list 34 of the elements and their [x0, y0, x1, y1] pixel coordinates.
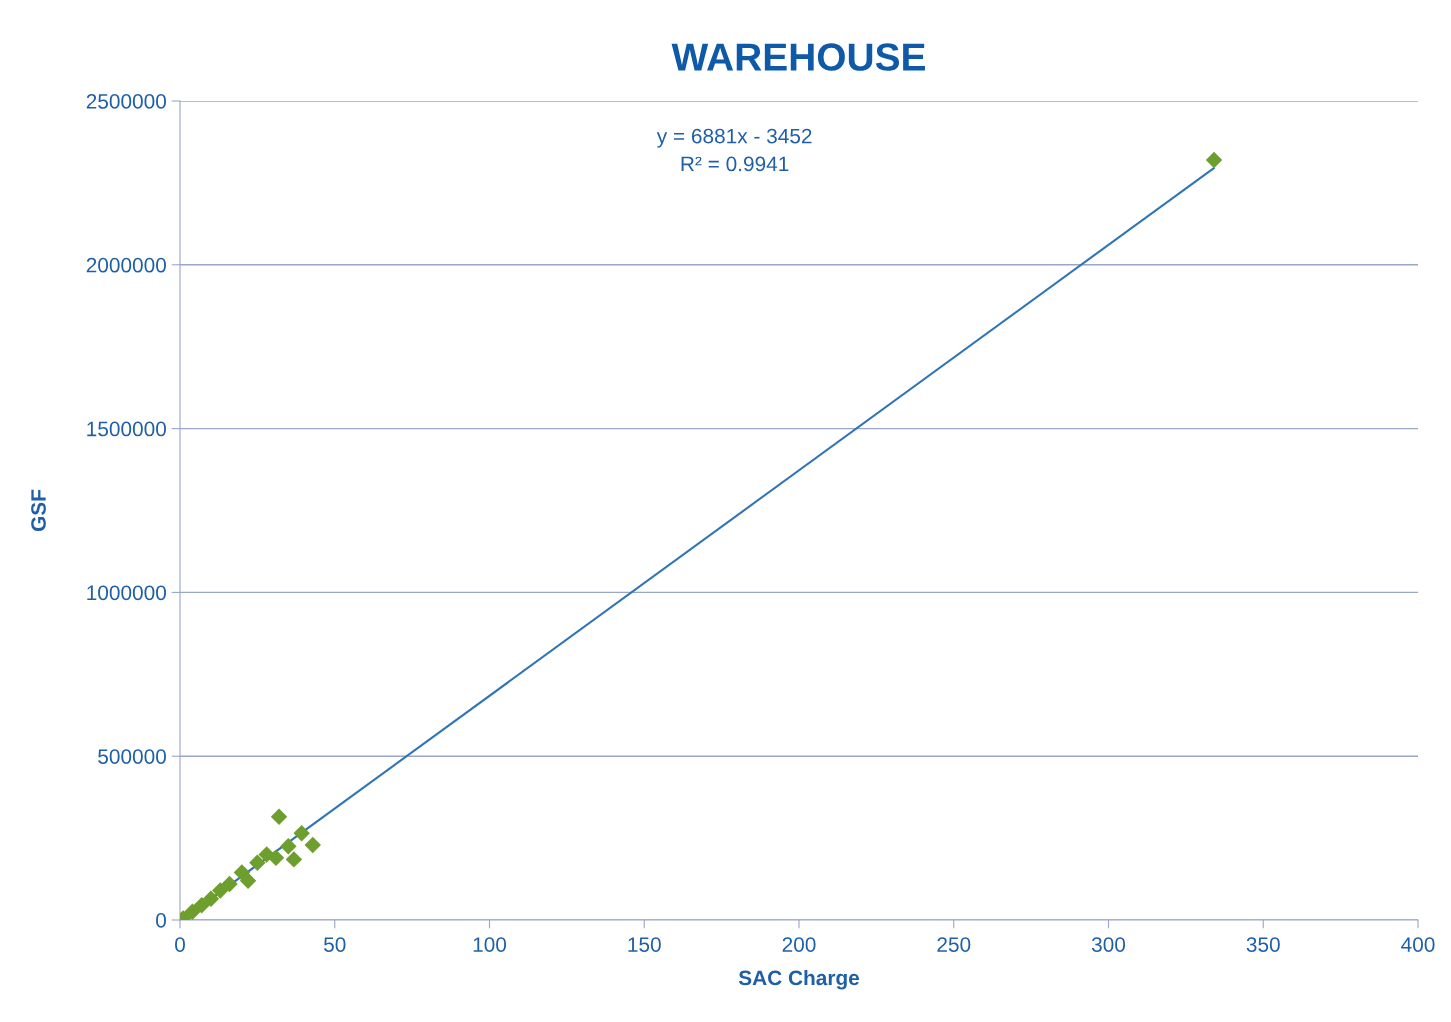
y-tick-label: 1000000: [87, 585, 166, 601]
x-axis-title: SAC Charge: [738, 969, 860, 990]
y-tick-label: 0: [156, 913, 166, 928]
x-tick-label: 250: [937, 937, 971, 952]
y-axis-title: GSF: [31, 489, 46, 532]
y-tick-label: 2000000: [86, 257, 166, 273]
point: [239, 872, 257, 889]
x-tick-label: 0: [175, 937, 185, 952]
point: [293, 824, 310, 842]
point: [193, 897, 210, 914]
y-tick-label: 2500000: [86, 94, 166, 109]
point: [280, 838, 297, 855]
point: [202, 890, 220, 907]
point: [184, 903, 201, 920]
point: [285, 851, 303, 868]
x-tick-label: 100: [473, 937, 507, 952]
x-tick-label: 300: [1091, 937, 1126, 952]
point: [267, 849, 285, 866]
x-tick-label: 50: [324, 937, 346, 952]
point: [270, 808, 288, 826]
point: [249, 854, 266, 871]
x-tick-label: 150: [628, 937, 661, 952]
chart-title: WAREHOUSE: [671, 43, 925, 71]
point: [221, 875, 238, 893]
point: [1205, 151, 1223, 169]
point: [212, 882, 229, 899]
y-tick-label: 1500000: [87, 421, 166, 437]
annotation: R² = 0.9941: [681, 156, 789, 172]
x-tick-label: 200: [782, 937, 816, 952]
x-tick-label: 350: [1246, 937, 1280, 952]
x-tick-label: 400: [1401, 937, 1435, 952]
annotation: y = 6881x - 3452: [656, 128, 812, 148]
point: [304, 836, 321, 854]
y-tick-label: 500000: [98, 749, 166, 764]
